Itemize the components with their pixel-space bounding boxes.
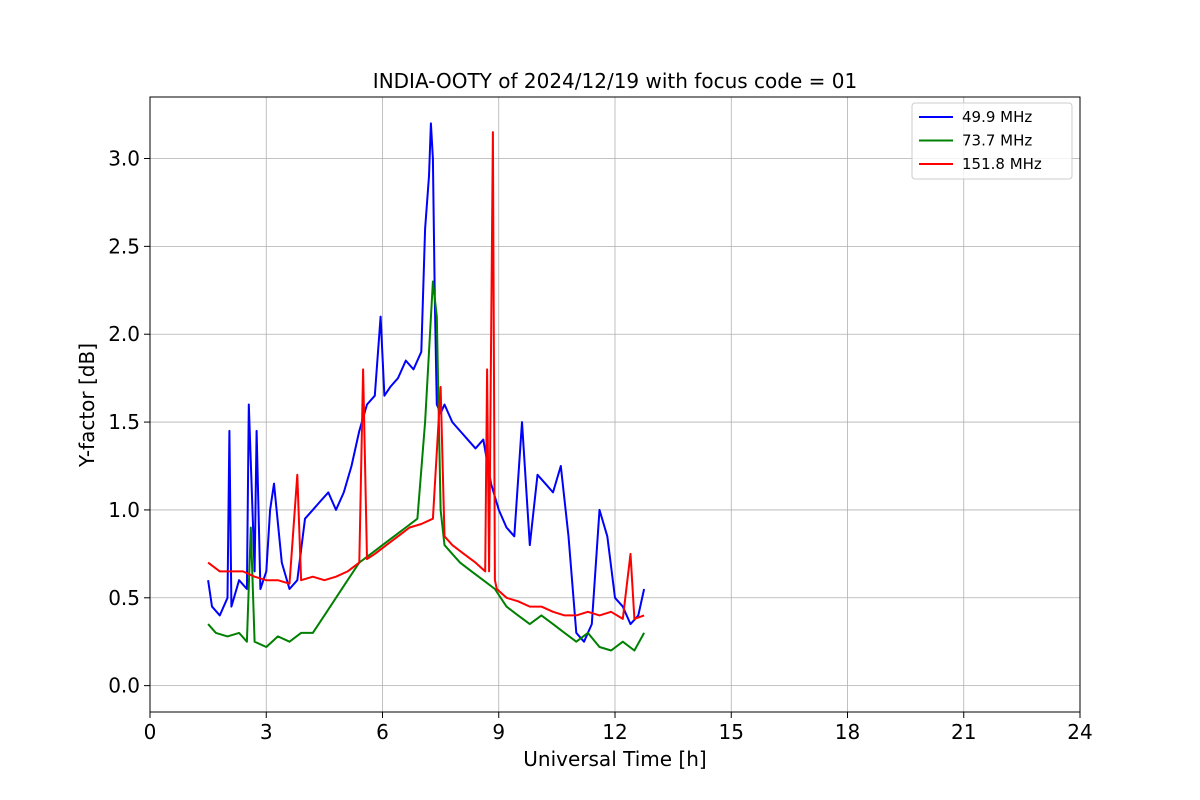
y-tick-label: 3.0 (108, 147, 140, 171)
legend-label: 151.8 MHz (962, 155, 1042, 173)
x-tick-label: 0 (144, 720, 157, 744)
legend-label: 73.7 MHz (962, 132, 1032, 150)
x-tick-label: 6 (376, 720, 389, 744)
x-tick-label: 18 (835, 720, 860, 744)
chart-title: INDIA-OOTY of 2024/12/19 with focus code… (373, 69, 857, 93)
y-tick-label: 2.0 (108, 322, 140, 346)
x-tick-label: 9 (492, 720, 505, 744)
series-line-2 (207, 131, 645, 620)
x-tick-label: 3 (260, 720, 273, 744)
legend-label: 49.9 MHz (962, 108, 1032, 126)
series-group (207, 122, 646, 652)
legend-box (911, 102, 1073, 180)
x-tick-label: 12 (602, 720, 627, 744)
ticks: 0 3 6 9 12 15 18 21 24 0.0 0.5 1.0 1.5 2.0 2.5 3.0 (108, 147, 1093, 745)
y-tick-label: 0.0 (108, 674, 140, 698)
y-tick-label: 0.5 (108, 586, 140, 610)
x-axis-label: Universal Time [h] (523, 747, 706, 771)
x-tick-label: 21 (951, 720, 976, 744)
grid (150, 97, 1080, 712)
y-tick-label: 1.0 (108, 498, 140, 522)
y-axis-label: Y-factor [dB] (75, 343, 99, 468)
legend: 49.9 MHz 73.7 MHz 151.8 MHz (911, 102, 1073, 180)
y-tick-label: 2.5 (108, 234, 140, 258)
y-tick-label: 1.5 (108, 410, 140, 434)
x-tick-label: 15 (719, 720, 744, 744)
x-tick-label: 24 (1067, 720, 1092, 744)
series-line-0 (207, 122, 646, 643)
series-line-1 (207, 280, 645, 652)
